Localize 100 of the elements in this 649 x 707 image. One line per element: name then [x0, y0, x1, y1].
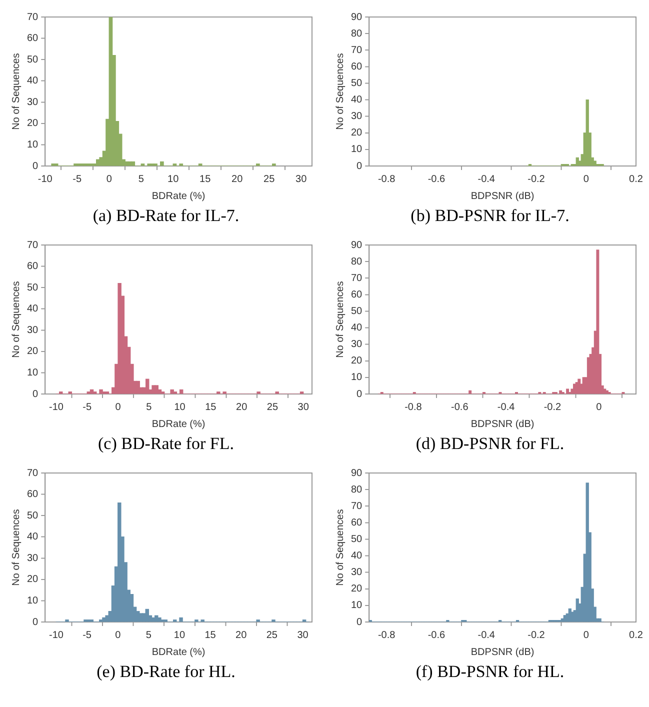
x-tick-label: 10 — [174, 402, 186, 413]
y-tick-label: 10 — [351, 372, 363, 384]
x-tick-label: 20 — [236, 402, 248, 413]
y-tick-label: 90 — [351, 240, 363, 251]
y-tick-label: 50 — [27, 282, 39, 294]
y-axis-title: No of Sequences — [334, 281, 346, 358]
x-tick-label: 5 — [146, 402, 152, 413]
y-tick-label: 70 — [27, 12, 39, 23]
y-tick-label: 50 — [27, 54, 39, 66]
x-axis-title: BDPSNR (dB) — [470, 418, 534, 430]
x-tick-label: 15 — [204, 630, 216, 641]
y-tick-label: 70 — [351, 44, 363, 56]
x-tick-label: 25 — [266, 402, 278, 413]
y-tick-label: 0 — [32, 616, 39, 628]
x-tick-label: 20 — [232, 174, 244, 185]
y-tick-label: 0 — [356, 616, 363, 628]
y-tick-label: 20 — [27, 118, 39, 130]
text: (f) BD-PSNR for HL. — [414, 661, 566, 683]
text: (a) BD-Rate for IL-7. — [92, 205, 240, 227]
x-tick-label: -0.2 — [528, 630, 546, 641]
y-tick-label: 10 — [27, 367, 39, 378]
x-axis-title: BDRate (%) — [152, 190, 206, 202]
x-tick-label: 25 — [264, 174, 276, 185]
x-tick-label: 0 — [583, 174, 590, 185]
x-tick-label: -0.8 — [378, 630, 396, 641]
y-tick-label: 90 — [351, 12, 363, 23]
x-tick-label: -0.6 — [451, 402, 469, 413]
y-tick-label: 80 — [351, 28, 363, 40]
y-axis-title: No of Sequences — [10, 509, 22, 586]
x-tick-label: 0 — [583, 630, 590, 641]
y-tick-label: 70 — [27, 468, 39, 479]
x-tick-label: -0.6 — [428, 174, 446, 185]
x-tick-label: 5 — [146, 630, 152, 641]
y-tick-label: 40 — [351, 322, 363, 334]
x-tick-label: -0.4 — [478, 174, 496, 185]
x-tick-label: -10 — [48, 630, 64, 641]
y-tick-label: 60 — [351, 517, 363, 528]
x-tick-label: 0 — [596, 402, 602, 413]
y-tick-label: 0 — [32, 160, 39, 172]
x-tick-label: -0.2 — [544, 402, 562, 413]
y-tick-label: 20 — [27, 346, 39, 358]
y-tick-label: 0 — [356, 388, 363, 400]
y-tick-label: 30 — [351, 339, 363, 350]
y-tick-label: 60 — [27, 489, 39, 500]
y-tick-label: 90 — [351, 468, 363, 479]
text: (c) BD-Rate for FL. — [97, 433, 235, 455]
x-axis-title: BDRate (%) — [152, 418, 206, 430]
x-tick-label: -10 — [38, 174, 53, 185]
x-tick-label: 0.2 — [629, 174, 644, 185]
y-tick-label: 30 — [27, 324, 39, 336]
x-tick-label: -0.8 — [404, 402, 422, 413]
x-tick-label: -0.6 — [428, 630, 446, 641]
x-tick-label: -0.4 — [497, 402, 516, 413]
text: (e) BD-Rate for HL. — [96, 661, 236, 683]
y-tick-label: 50 — [27, 510, 39, 522]
y-tick-label: 20 — [351, 356, 363, 367]
y-tick-label: 50 — [351, 78, 363, 89]
y-tick-label: 80 — [351, 484, 363, 496]
y-tick-label: 80 — [351, 256, 363, 268]
text: (d) BD-PSNR for FL. — [414, 433, 566, 455]
y-tick-label: 40 — [27, 304, 39, 315]
y-tick-label: 0 — [356, 160, 363, 172]
x-tick-label: 30 — [297, 630, 309, 641]
y-tick-label: 40 — [351, 550, 363, 562]
x-tick-label: 30 — [298, 402, 310, 413]
x-tick-label: 15 — [205, 402, 217, 413]
y-tick-label: 70 — [351, 500, 363, 512]
x-tick-label: 15 — [200, 174, 212, 185]
y-tick-label: 40 — [27, 76, 39, 87]
x-tick-label: -5 — [82, 402, 92, 413]
y-tick-label: 50 — [351, 534, 363, 545]
x-tick-label: -0.2 — [528, 174, 546, 185]
y-tick-label: 70 — [27, 240, 39, 251]
x-axis-title: BDRate (%) — [152, 646, 206, 658]
x-tick-label: 10 — [168, 174, 180, 185]
y-tick-label: 30 — [351, 111, 363, 122]
y-tick-label: 10 — [351, 144, 363, 156]
x-tick-label: -5 — [72, 174, 82, 185]
x-tick-label: 0 — [106, 174, 112, 185]
y-tick-label: 10 — [27, 595, 39, 606]
y-tick-label: 20 — [351, 584, 363, 595]
y-tick-label: 70 — [351, 272, 363, 284]
y-tick-label: 60 — [351, 61, 363, 72]
x-tick-label: 20 — [236, 630, 248, 641]
x-tick-label: 0 — [115, 630, 122, 641]
y-tick-label: 10 — [351, 600, 363, 612]
y-tick-label: 30 — [27, 552, 39, 564]
y-tick-label: 60 — [27, 261, 39, 272]
x-tick-label: -0.8 — [378, 174, 396, 185]
x-tick-label: 0 — [115, 402, 122, 413]
x-axis-title: BDPSNR (dB) — [470, 190, 534, 202]
x-tick-label: -10 — [49, 402, 64, 413]
x-axis-title: BDPSNR (dB) — [470, 646, 534, 658]
x-tick-label: 30 — [296, 174, 308, 185]
y-axis-title: No of Sequences — [334, 509, 346, 586]
text: (b) BD-PSNR for IL-7. — [410, 205, 570, 227]
x-tick-label: 10 — [174, 630, 186, 641]
y-tick-label: 50 — [351, 306, 363, 317]
y-axis-title: No of Sequences — [10, 53, 22, 130]
y-tick-label: 40 — [27, 532, 39, 543]
